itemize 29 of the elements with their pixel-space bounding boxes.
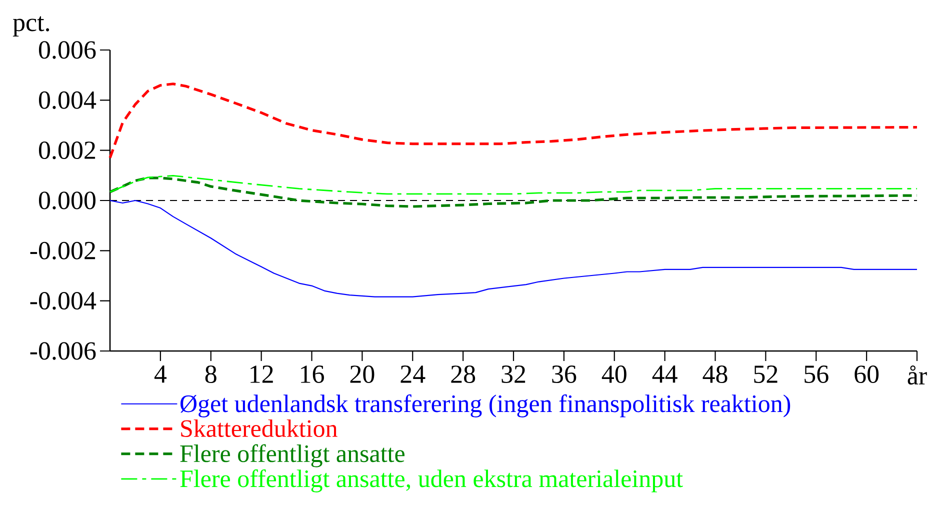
- legend-label: Flere offentligt ansatte: [180, 444, 404, 468]
- x-tick-label: 52: [754, 366, 778, 383]
- x-tick-label: 36: [552, 366, 576, 383]
- y-tick-label: 0.000: [38, 192, 96, 210]
- y-tick-label: 0.006: [38, 41, 96, 59]
- x-tick-label: 4: [154, 366, 167, 383]
- y-axis-title: pct.: [12, 16, 50, 36]
- x-tick-label: 60: [854, 366, 879, 384]
- x-tick-label: 44: [652, 366, 678, 383]
- y-tick-label: -0.002: [30, 242, 96, 260]
- x-tick-label: 28: [451, 366, 476, 384]
- y-tick-label: 0.004: [38, 91, 96, 110]
- y-tick-label: -0.004: [30, 292, 96, 310]
- legend-label: Øget udenlandsk transferering (ingen finanspolitisk reaktion): [180, 394, 790, 418]
- x-tick-label: 20: [350, 366, 374, 384]
- x-tick-label: 24: [400, 366, 426, 383]
- x-tick-label: 12: [250, 366, 273, 383]
- x-tick-label: 16: [301, 366, 324, 383]
- x-tick-label: 8: [205, 366, 216, 384]
- x-tick-label: 48: [702, 366, 728, 384]
- legend-label: Skattereduktion: [181, 419, 338, 438]
- legend-label: Flere offentligt ansatte, uden ekstra materialeinput: [180, 469, 683, 492]
- x-tick-label: 40: [602, 366, 626, 384]
- x-tick-label: 32: [502, 366, 526, 383]
- y-tick-label: -0.006: [30, 342, 96, 360]
- x-tick-label: 56: [804, 366, 828, 383]
- line-series: [109, 174, 918, 195]
- y-tick-label: 0.002: [38, 142, 96, 160]
- x-tick-label: år: [908, 366, 927, 385]
